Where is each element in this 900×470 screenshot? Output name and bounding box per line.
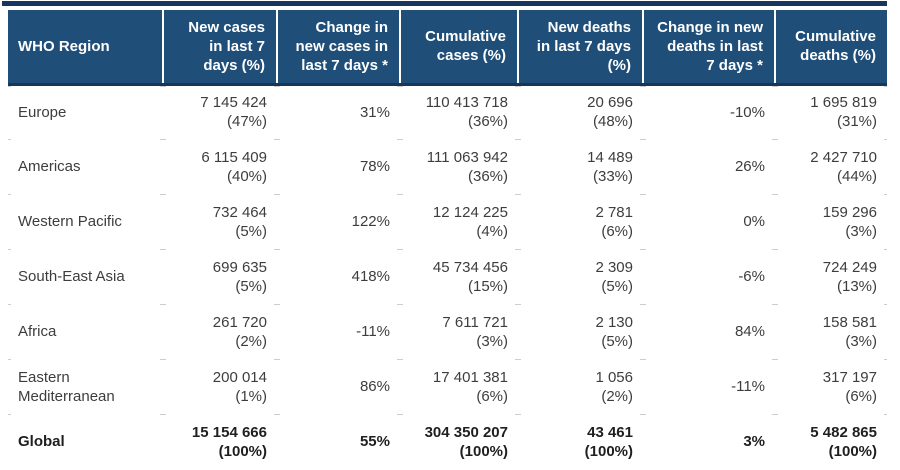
table-row-western-pacific: Western Pacific 732 464 (5%) 122% 12 124… <box>8 194 887 249</box>
cell-cumulative-deaths: 158 581 (3%) <box>775 304 887 359</box>
cell-change-new-deaths: 0% <box>643 194 775 249</box>
cell-cumulative-cases: 7 611 721 (3%) <box>400 304 518 359</box>
cell-new-deaths: 1 056 (2%) <box>518 359 643 414</box>
table-row-south-east-asia: South-East Asia 699 635 (5%) 418% 45 734… <box>8 249 887 304</box>
cell-cumulative-cases: 110 413 718 (36%) <box>400 84 518 139</box>
cell-change-new-deaths: -10% <box>643 84 775 139</box>
cell-change-new-cases: 418% <box>277 249 400 304</box>
col-header-new-cases: New cases in last 7 days (%) <box>162 10 277 86</box>
cell-change-new-deaths: 26% <box>643 139 775 194</box>
cell-cumulative-cases: 111 063 942 (36%) <box>400 139 518 194</box>
cell-region: Europe <box>8 84 163 139</box>
cell-new-cases: 699 635 (5%) <box>163 249 277 304</box>
table-top-rule <box>2 1 887 6</box>
cell-cumulative-cases: 12 124 225 (4%) <box>400 194 518 249</box>
cell-new-cases: 732 464 (5%) <box>163 194 277 249</box>
cell-new-deaths: 2 130 (5%) <box>518 304 643 359</box>
cell-change-new-cases: 55% <box>277 414 400 469</box>
cell-change-new-cases: 86% <box>277 359 400 414</box>
cell-cumulative-deaths: 1 695 819 (31%) <box>775 84 887 139</box>
cell-change-new-deaths: 3% <box>643 414 775 469</box>
table-header-row: WHO Region New cases in last 7 days (%) … <box>8 10 887 86</box>
table-row-africa: Africa 261 720 (2%) -11% 7 611 721 (3%) … <box>8 304 887 359</box>
col-header-change-new-cases: Change in new cases in last 7 days * <box>276 10 400 86</box>
cell-region: South-East Asia <box>8 249 163 304</box>
cell-cumulative-cases: 304 350 207 (100%) <box>400 414 518 469</box>
cell-region: Global <box>8 414 163 469</box>
col-header-change-new-deaths: Change in new deaths in last 7 days * <box>642 10 775 86</box>
col-header-new-deaths: New deaths in last 7 days (%) <box>517 10 643 86</box>
cell-region: Western Pacific <box>8 194 163 249</box>
cell-cumulative-deaths: 5 482 865 (100%) <box>775 414 887 469</box>
cell-cumulative-deaths: 724 249 (13%) <box>775 249 887 304</box>
cell-new-cases: 15 154 666 (100%) <box>163 414 277 469</box>
table-row-eastern-mediterranean: Eastern Mediterranean 200 014 (1%) 86% 1… <box>8 359 887 414</box>
table-body: Europe 7 145 424 (47%) 31% 110 413 718 (… <box>8 84 887 469</box>
cell-new-deaths: 43 461 (100%) <box>518 414 643 469</box>
cell-change-new-deaths: -11% <box>643 359 775 414</box>
cell-new-cases: 7 145 424 (47%) <box>163 84 277 139</box>
cell-cumulative-deaths: 2 427 710 (44%) <box>775 139 887 194</box>
cell-change-new-cases: -11% <box>277 304 400 359</box>
cell-region: Americas <box>8 139 163 194</box>
cell-new-cases: 6 115 409 (40%) <box>163 139 277 194</box>
cell-change-new-cases: 122% <box>277 194 400 249</box>
cell-new-deaths: 2 309 (5%) <box>518 249 643 304</box>
cell-change-new-deaths: -6% <box>643 249 775 304</box>
cell-new-deaths: 2 781 (6%) <box>518 194 643 249</box>
cell-change-new-cases: 31% <box>277 84 400 139</box>
cell-new-deaths: 20 696 (48%) <box>518 84 643 139</box>
col-header-cumulative-deaths: Cumulative deaths (%) <box>774 10 887 86</box>
cell-new-cases: 200 014 (1%) <box>163 359 277 414</box>
cell-new-cases: 261 720 (2%) <box>163 304 277 359</box>
table-header: WHO Region New cases in last 7 days (%) … <box>8 10 887 86</box>
col-header-cumulative-cases: Cumulative cases (%) <box>399 10 518 86</box>
who-region-data-table: WHO Region New cases in last 7 days (%) … <box>8 10 887 469</box>
cell-cumulative-deaths: 317 197 (6%) <box>775 359 887 414</box>
cell-region: Eastern Mediterranean <box>8 359 163 414</box>
col-header-who-region: WHO Region <box>8 10 163 86</box>
table-row-americas: Americas 6 115 409 (40%) 78% 111 063 942… <box>8 139 887 194</box>
cell-cumulative-cases: 17 401 381 (6%) <box>400 359 518 414</box>
cell-new-deaths: 14 489 (33%) <box>518 139 643 194</box>
cell-region: Africa <box>8 304 163 359</box>
cell-cumulative-cases: 45 734 456 (15%) <box>400 249 518 304</box>
table-row-europe: Europe 7 145 424 (47%) 31% 110 413 718 (… <box>8 84 887 139</box>
cell-cumulative-deaths: 159 296 (3%) <box>775 194 887 249</box>
cell-change-new-deaths: 84% <box>643 304 775 359</box>
table-row-global: Global 15 154 666 (100%) 55% 304 350 207… <box>8 414 887 469</box>
cell-change-new-cases: 78% <box>277 139 400 194</box>
